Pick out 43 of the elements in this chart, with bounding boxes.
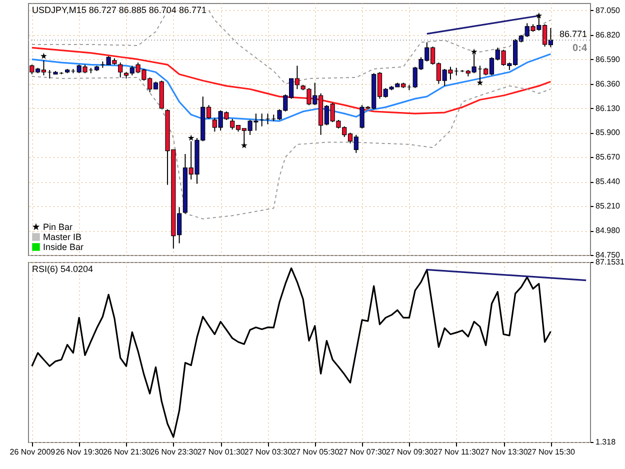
y-tick-label: 85.670 bbox=[596, 152, 621, 162]
x-tick-label: 26 Nov 2009 bbox=[10, 448, 56, 456]
point bbox=[476, 79, 484, 86]
line-series bbox=[31, 76, 552, 220]
y-tick-label: 86.130 bbox=[596, 104, 621, 113]
legend-label: Pin Bar bbox=[43, 222, 73, 232]
x-tick-label: 26 Nov 19:30 bbox=[56, 448, 104, 456]
y-tick-label: 87.1531 bbox=[596, 258, 625, 266]
line-series bbox=[31, 46, 552, 114]
x-tick-label: 27 Nov 07:30 bbox=[338, 448, 387, 456]
point bbox=[40, 52, 47, 59]
x-tick-label: 27 Nov 15:30 bbox=[527, 448, 576, 456]
y-tick-label: 85.210 bbox=[596, 202, 621, 211]
point bbox=[470, 48, 478, 55]
legend-label: Inside Bar bbox=[43, 242, 84, 252]
candlestick bbox=[118, 62, 123, 78]
point bbox=[188, 134, 194, 141]
y-tick-label: 87.050 bbox=[596, 6, 621, 15]
x-tick-label: 27 Nov 11:30 bbox=[433, 448, 481, 456]
y-tick-label: 86.590 bbox=[596, 54, 621, 64]
y-tick-label: 84.750 bbox=[596, 250, 621, 260]
x-tick-label: 27 Nov 09:30 bbox=[386, 448, 434, 456]
annotation: 0:4 bbox=[572, 43, 588, 54]
line-series bbox=[31, 267, 552, 438]
chart-title: RSI(6) 54.0204 bbox=[32, 264, 94, 274]
y-tick-label: 84.980 bbox=[596, 226, 621, 236]
point bbox=[240, 142, 248, 148]
ref-line-label: 86.771 bbox=[559, 29, 587, 40]
x-tick-label: 26 Nov 21:30 bbox=[102, 448, 152, 456]
y-tick-label: 86.820 bbox=[596, 30, 621, 40]
x-tick-label: 26 Nov 23:30 bbox=[150, 448, 198, 456]
x-tick-label: 27 Nov 01:30 bbox=[197, 448, 246, 456]
x-tick-label: 27 Nov 05:30 bbox=[292, 448, 340, 456]
x-tick-label: 27 Nov 13:30 bbox=[480, 448, 528, 456]
x-tick-label: 27 Nov 03:30 bbox=[244, 448, 293, 456]
y-tick-label: 86.360 bbox=[596, 79, 621, 88]
y-tick-label: 85.440 bbox=[596, 177, 621, 186]
line-series bbox=[31, 53, 552, 122]
chart-title: USDJPY,M15 86.727 86.885 86.704 86.771 bbox=[32, 5, 206, 15]
y-tick-label: 1.318 bbox=[596, 438, 616, 446]
y-tick-label: 85.900 bbox=[596, 128, 621, 138]
legend-label: Master IB bbox=[43, 232, 82, 242]
point bbox=[536, 12, 542, 18]
